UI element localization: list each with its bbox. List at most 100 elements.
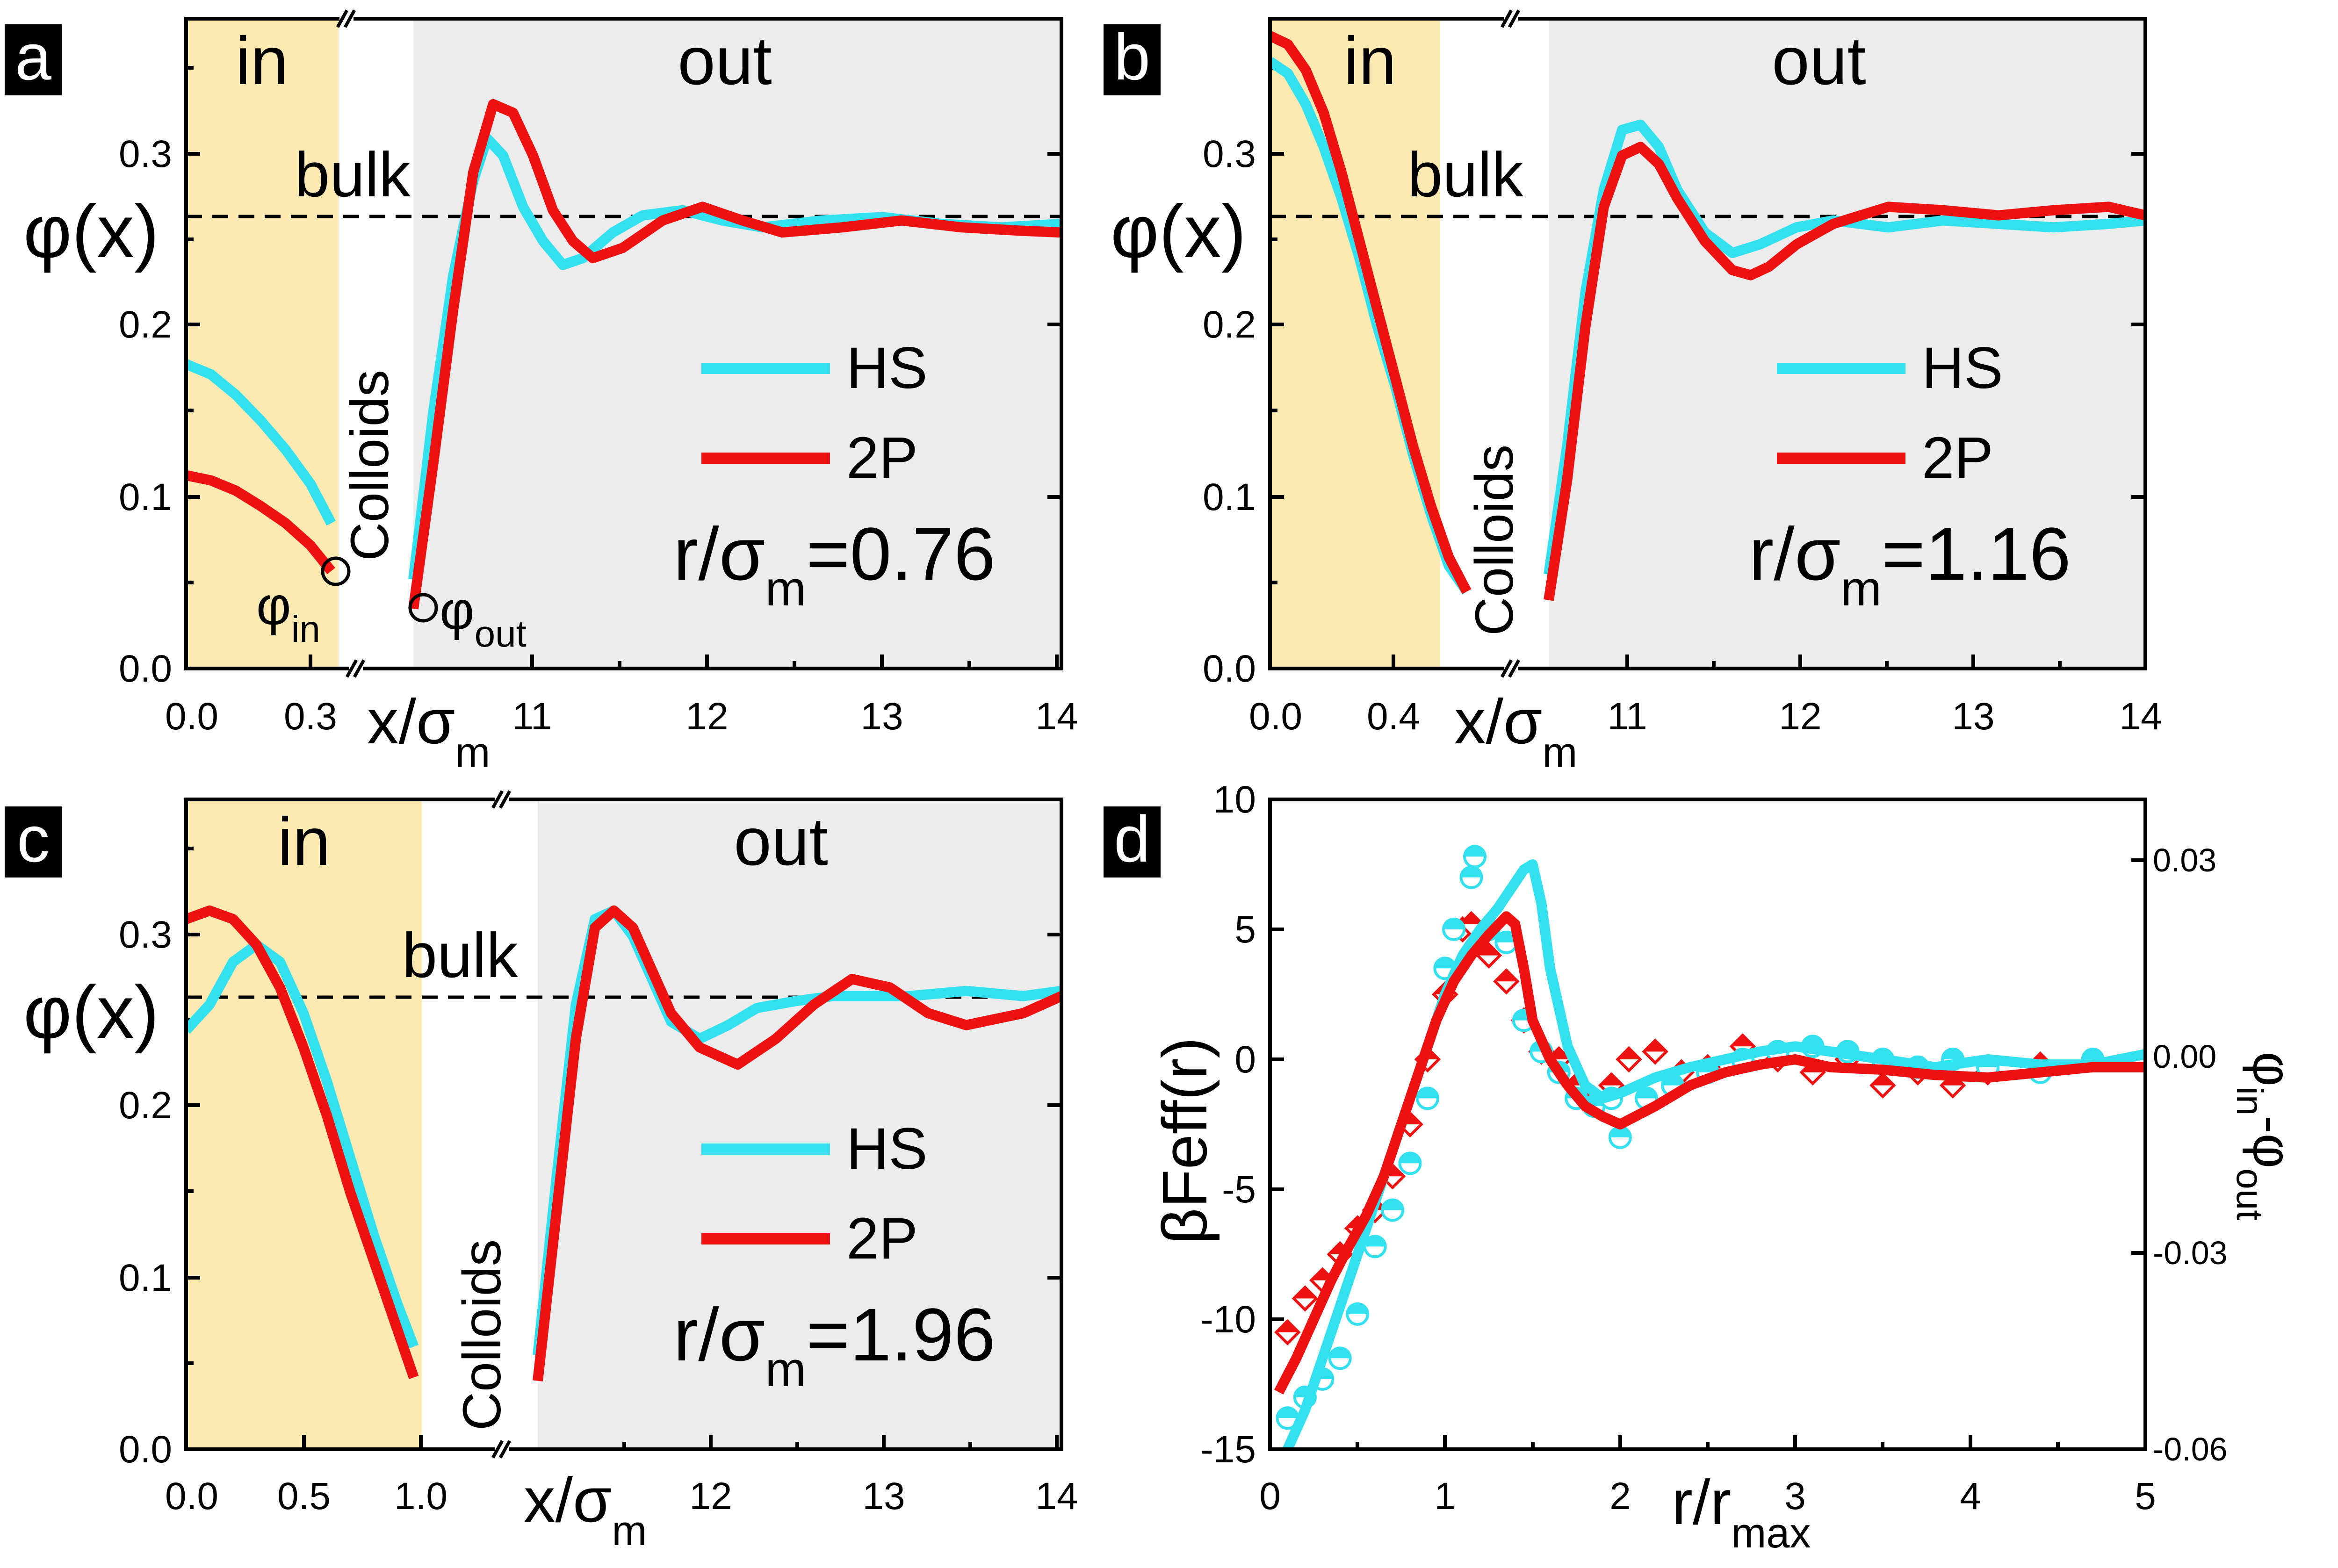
- frame-c: [184, 798, 1063, 1451]
- region-in-a: in: [236, 23, 289, 99]
- hs-marker: [1346, 1302, 1370, 1326]
- xtick-b-4: 13: [1952, 695, 1994, 738]
- ylabel-right-d: φin-φout: [2229, 1052, 2302, 1221]
- panel-label-bg-b: [1104, 24, 1161, 95]
- panel-label-bg-a: [5, 24, 62, 95]
- ylabel-b: φ(x): [1111, 189, 1246, 273]
- ytick-d-5: 10: [1213, 778, 1256, 821]
- xtick-marks-d: [1356, 1435, 2060, 1449]
- panel-letter-a: a: [15, 20, 51, 94]
- xtick-b-3: 12: [1779, 695, 1821, 738]
- xticks-a: 0.0 0.3 11 12 13 14: [165, 695, 1078, 738]
- xlabel-a: x/σm: [367, 686, 490, 776]
- 2p-marker: [1642, 1038, 1668, 1065]
- xtick-a-3: 12: [686, 695, 728, 738]
- 2p-out-line-b: [1544, 142, 2145, 601]
- ytick-d-1: -10: [1200, 1298, 1256, 1341]
- bulk-label-c: bulk: [402, 920, 518, 991]
- axis-break-b: [1500, 5, 1521, 683]
- panel-c: 0.0 0.1 0.2 0.3 0.0 0.5 1.0 12 13 14: [5, 785, 1078, 1554]
- xtick-d-0: 0: [1259, 1475, 1281, 1518]
- hs-marker: [1608, 1125, 1632, 1149]
- panel-a: 0.0 0.1 0.2 0.3 0.0 0.3 11 12 13 14: [5, 5, 1078, 776]
- hs-marker: [1276, 1406, 1299, 1430]
- 2p-marker: [1616, 1046, 1642, 1073]
- 2p-out-line-a: [408, 99, 1061, 610]
- hs-marker: [1363, 1235, 1387, 1259]
- xtick-d-4: 4: [1960, 1475, 1981, 1518]
- hs-marker: [1381, 1198, 1405, 1222]
- ytick-a-0: 0.0: [119, 647, 172, 690]
- frame-a: [184, 17, 1063, 670]
- 2p-marker: [1274, 1319, 1301, 1346]
- xtick-c-4: 13: [862, 1475, 905, 1518]
- ytick-a-1: 0.1: [119, 476, 172, 518]
- ytick-c-0: 0.0: [119, 1428, 172, 1471]
- xtick-a-4: 13: [860, 695, 903, 738]
- colloids-label-a: Colloids: [340, 370, 400, 561]
- yticks-c: 0.0 0.1 0.2 0.3: [119, 913, 172, 1471]
- hs-in-line-a: [186, 359, 336, 526]
- legend-b: HS 2P: [1777, 336, 2003, 490]
- xtick-c-0: 0.0: [165, 1475, 218, 1518]
- ytick-d-3: 0: [1234, 1038, 1256, 1081]
- bulk-label-a: bulk: [295, 139, 411, 210]
- ytick-d-2: -5: [1222, 1168, 1256, 1211]
- 2p-in-line-a: [186, 470, 335, 575]
- legend-label-2p-c: 2P: [846, 1206, 918, 1271]
- xtick-d-2: 2: [1609, 1475, 1631, 1518]
- ytick-b-0: 0.0: [1203, 647, 1256, 690]
- panel-label-bg-d: [1104, 806, 1161, 878]
- region-out-c: out: [734, 804, 828, 879]
- hs-marker: [1442, 918, 1466, 941]
- legend-c: HS 2P: [701, 1116, 928, 1271]
- 2p-in-line-c: [186, 905, 419, 1379]
- legend-label-hs-b: HS: [1922, 336, 2003, 401]
- legend-label-2p-b: 2P: [1922, 425, 1993, 490]
- yticks-b: 0.0 0.1 0.2 0.3: [1203, 133, 1256, 690]
- xticks-c: 0.0 0.5 1.0 12 13 14: [165, 1475, 1078, 1518]
- xtick-b-1: 0.4: [1367, 695, 1420, 738]
- xtick-c-5: 14: [1035, 1475, 1078, 1518]
- ratio-label-c: r/σm=1.96: [673, 1293, 996, 1397]
- legend-a: HS 2P: [701, 336, 928, 490]
- panel-label-bg-c: [5, 806, 62, 878]
- xticks-d: 0 1 2 3 4 5: [1259, 1475, 2156, 1518]
- out-region-c: [538, 799, 1061, 1449]
- yticks-right-d: -0.06 -0.03 0.00 0.03: [2153, 842, 2228, 1467]
- hs-marker: [1463, 845, 1487, 869]
- ytick-c-2: 0.2: [119, 1084, 172, 1127]
- ytick-right-d-0: -0.06: [2153, 1431, 2228, 1467]
- xticks-b: 0.0 0.4 11 12 13 14: [1249, 695, 2162, 738]
- phi-in-marker: [321, 556, 351, 586]
- region-in-c: in: [278, 804, 331, 879]
- 2p-markers-d: [1274, 911, 2054, 1346]
- ytick-right-d-2: 0.00: [2153, 1038, 2216, 1075]
- colloids-label-c: Colloids: [452, 1239, 512, 1431]
- xtick-b-2: 11: [1607, 695, 1647, 738]
- xlabel-d: r/rmax: [1672, 1467, 1811, 1557]
- xtick-a-5: 14: [1035, 695, 1078, 738]
- 2p-marker: [1869, 1072, 1896, 1099]
- ytick-right-d-3: 0.03: [2153, 842, 2216, 878]
- xtick-d-5: 5: [2135, 1475, 2156, 1518]
- ytick-right-d-1: -0.03: [2153, 1235, 2228, 1271]
- ylabel-d: βFeff(r): [1149, 1037, 1220, 1244]
- ytick-b-1: 0.1: [1203, 476, 1256, 518]
- ylabel-a: φ(x): [23, 189, 159, 273]
- region-out-b: out: [1772, 23, 1866, 99]
- frame-b: [1268, 17, 2147, 670]
- panel-b: 0.0 0.1 0.2 0.3 0.0 0.4 11 12 13 14: [1104, 5, 2162, 776]
- ytick-c-3: 0.3: [119, 913, 172, 956]
- ytick-a-2: 0.2: [119, 303, 172, 346]
- xlabel-b: x/σm: [1454, 686, 1577, 776]
- 2p-in-line-b: [1270, 31, 1472, 594]
- legend-label-hs-a: HS: [846, 336, 928, 401]
- 2p-marker: [1475, 942, 1502, 969]
- hs-in-line-c: [186, 939, 419, 1349]
- ytick-d-4: 5: [1234, 908, 1256, 951]
- hs-marker: [1398, 1151, 1422, 1175]
- xtick-c-1: 0.5: [277, 1475, 331, 1518]
- hs-marker: [1415, 1086, 1439, 1110]
